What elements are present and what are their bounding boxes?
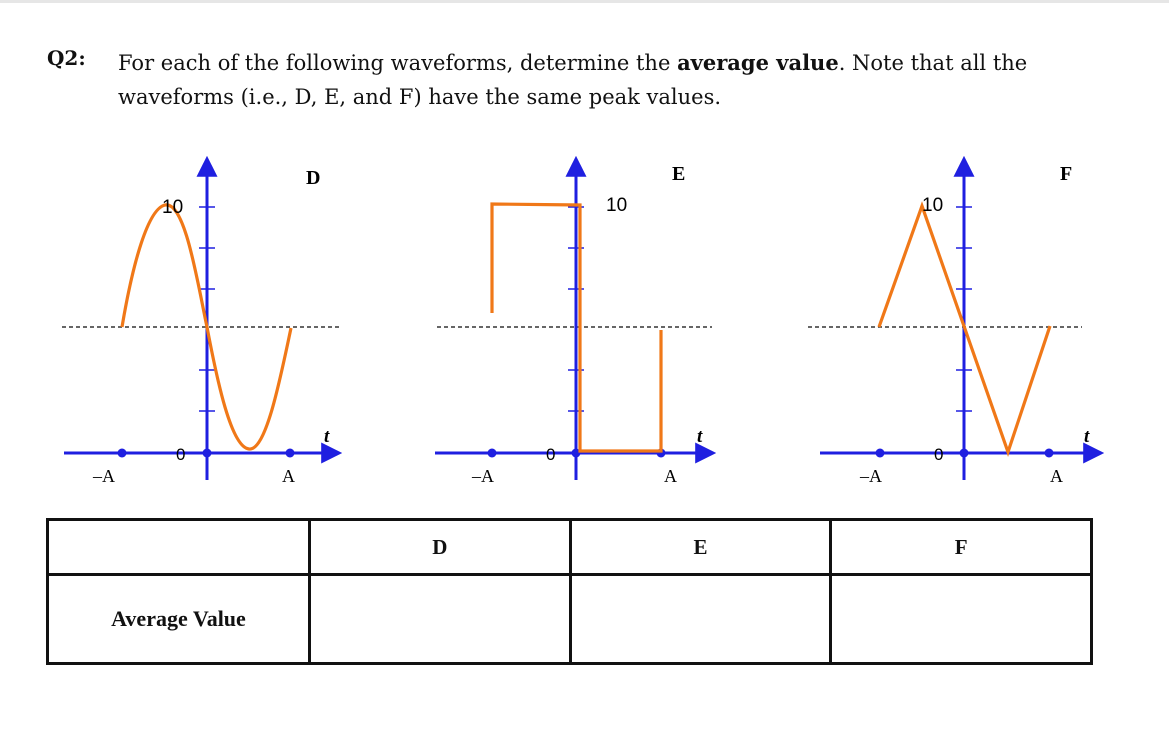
- plot-d-time-label: t: [324, 426, 330, 447]
- plot-d-sine-curve: [120, 203, 293, 451]
- plot-e-point-origin: [571, 448, 581, 458]
- plot-f-triangle-wave: [877, 201, 1052, 457]
- question-text: For each of the following waveforms, det…: [118, 46, 1148, 114]
- plot-f-point-a: [1044, 448, 1054, 458]
- answer-cell-f[interactable]: [829, 573, 1093, 665]
- answer-table-corner-cell: [46, 518, 311, 576]
- plot-d: D 10 0 –A A t: [62, 155, 343, 486]
- plot-e: E 10 0 –A A t: [435, 155, 717, 486]
- question-number: Q2:: [47, 46, 86, 70]
- answer-table-header-f: F: [829, 518, 1093, 576]
- question-text-start: For each of the following waveforms, det…: [118, 51, 678, 75]
- plot-d-point-a: [285, 448, 295, 458]
- plot-d-zero-label: 0: [176, 445, 185, 464]
- answer-table-average-row: Average Value: [46, 573, 1093, 665]
- answer-table-header-e: E: [568, 518, 833, 576]
- top-border: [0, 0, 1169, 3]
- answer-table-header-row: D E F: [46, 518, 1093, 576]
- plot-f-time-label: t: [1084, 426, 1090, 447]
- plot-d-peak-label: 10: [162, 197, 183, 218]
- plot-d-point-origin: [202, 448, 212, 458]
- plot-f-peak-label: 10: [922, 195, 943, 216]
- plot-d-a-label: A: [282, 466, 295, 486]
- plot-e-point-neg-a: [487, 448, 497, 458]
- plot-f-ticks: [956, 206, 972, 412]
- plot-f: F 10 0 –A A t: [808, 155, 1105, 486]
- plot-d-ticks: [199, 206, 215, 412]
- plot-f-label: F: [1060, 163, 1072, 185]
- waveform-figures: D 10 0 –A A t E 10 0 –A A t: [62, 155, 1105, 486]
- plot-e-a-label: A: [664, 466, 677, 486]
- answer-cell-e[interactable]: [568, 573, 833, 665]
- plot-f-point-neg-a: [875, 448, 885, 458]
- plot-d-neg-a-label: –A: [92, 466, 115, 486]
- plot-f-a-label: A: [1050, 466, 1063, 486]
- average-value-label: Average Value: [46, 573, 311, 665]
- answer-table-header-d: D: [308, 518, 572, 576]
- plot-e-square-wave: [490, 202, 663, 453]
- plot-f-point-origin: [959, 448, 969, 458]
- plot-d-label: D: [306, 167, 320, 189]
- plot-f-neg-a-label: –A: [859, 466, 882, 486]
- plot-e-label: E: [672, 163, 685, 185]
- answer-cell-d[interactable]: [308, 573, 572, 665]
- question-text-end: . Note that all the waveforms (i.e., D, …: [118, 51, 1028, 109]
- plot-d-point-neg-a: [117, 448, 127, 458]
- plot-e-neg-a-label: –A: [471, 466, 494, 486]
- plot-e-time-label: t: [697, 426, 703, 447]
- plot-e-peak-label: 10: [606, 195, 627, 216]
- plot-e-zero-label: 0: [546, 445, 555, 464]
- plot-f-zero-label: 0: [934, 445, 943, 464]
- answer-table: D E F Average Value: [46, 518, 1093, 665]
- question-text-bold: average value: [677, 50, 839, 75]
